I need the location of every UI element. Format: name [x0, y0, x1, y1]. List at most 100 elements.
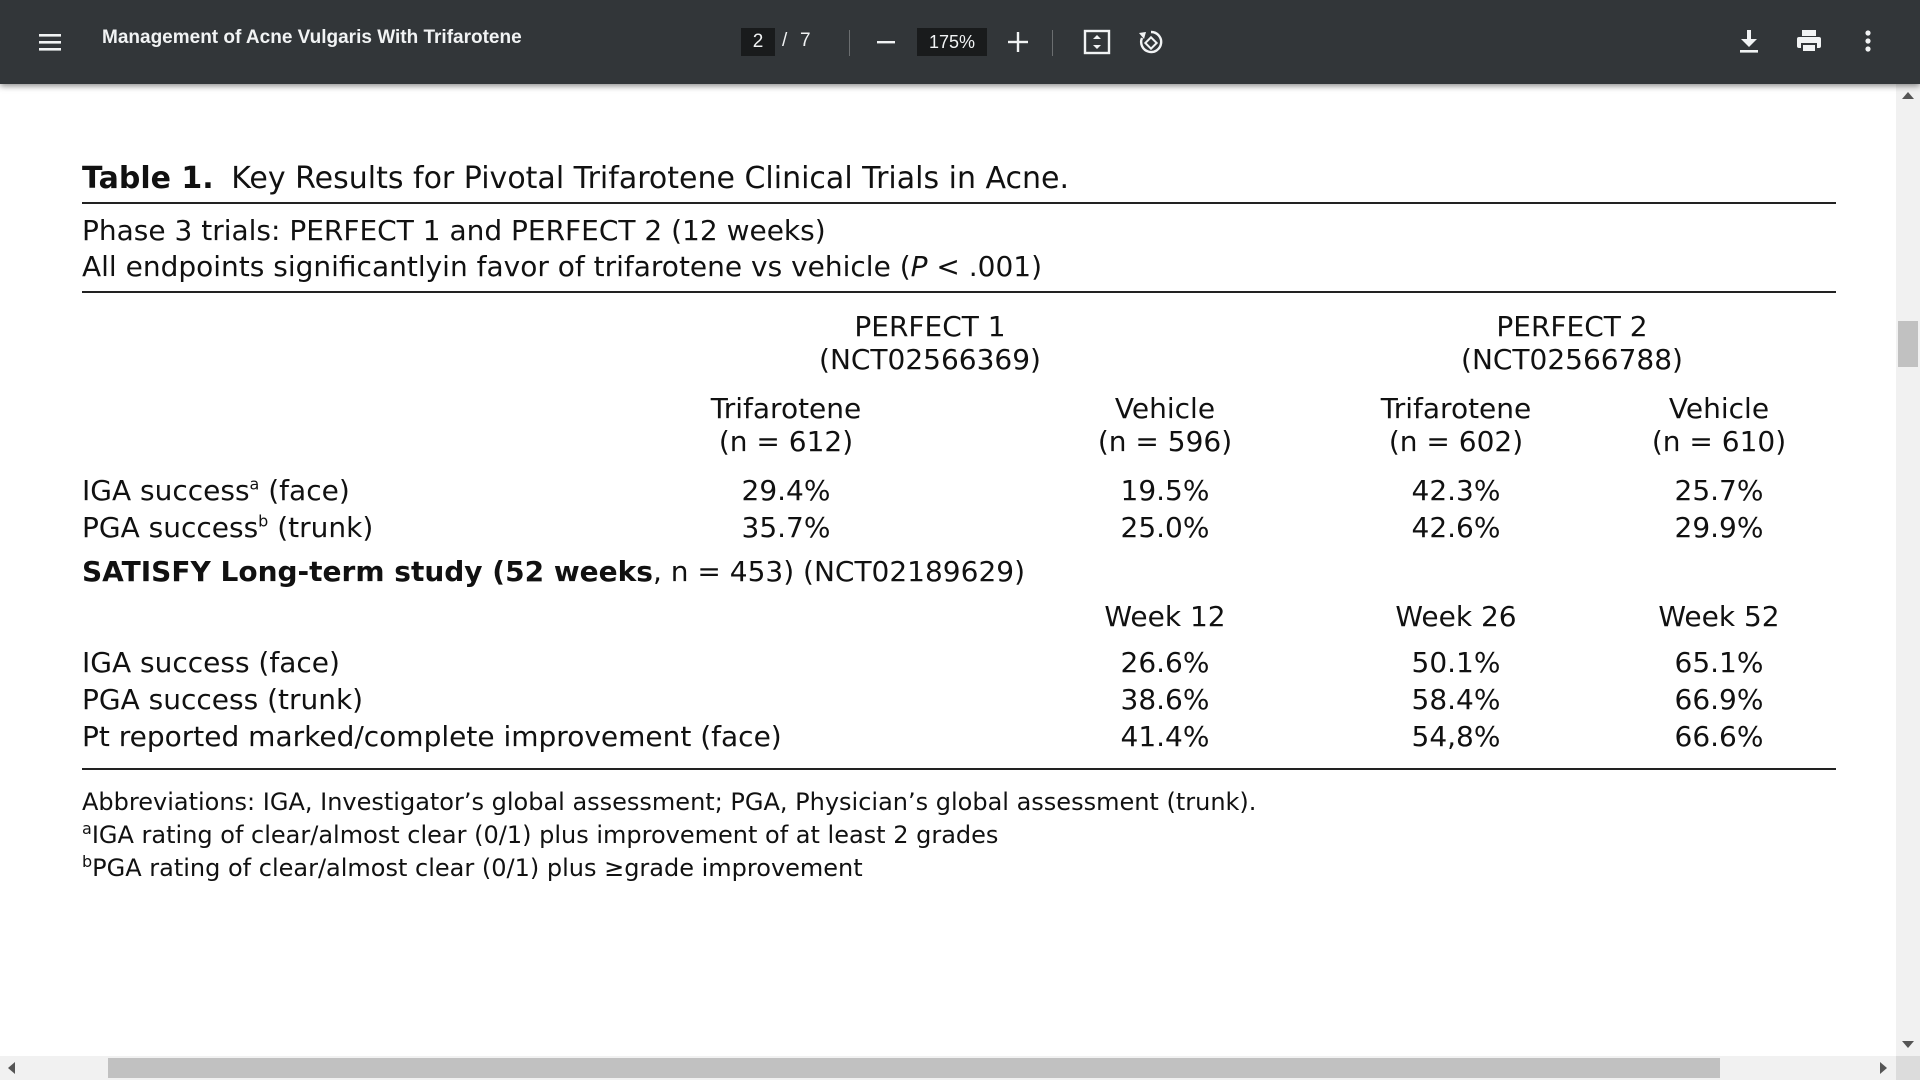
print-icon: [1797, 30, 1821, 53]
toolbar-divider: [849, 30, 850, 56]
arm-header: Trifarotene (n = 602): [1381, 392, 1532, 458]
table-cell: 66.6%: [1674, 720, 1764, 753]
zoom-in-button[interactable]: [1002, 26, 1034, 58]
arm-name: Vehicle: [1114, 392, 1216, 425]
abbreviations-note: Abbreviations: IGA, Investigator’s globa…: [82, 788, 1257, 816]
minus-icon: [877, 41, 895, 44]
arm-n: (n = 612): [718, 425, 854, 458]
week-header: Week 26: [1395, 600, 1517, 633]
scroll-right-icon[interactable]: [1880, 1062, 1887, 1074]
perfect2-id: (NCT02566788): [1461, 343, 1683, 376]
fit-page-icon: [1083, 29, 1111, 55]
table-cell: 66.9%: [1674, 683, 1764, 716]
table-cell: 42.6%: [1411, 511, 1501, 544]
phase-line-2-end: < .001): [927, 250, 1043, 283]
table-cell: 38.6%: [1120, 683, 1210, 716]
arm-header: Vehicle (n = 596): [1098, 392, 1232, 458]
zoom-input[interactable]: [917, 28, 987, 56]
table-title: Key Results for Pivotal Trifarotene Clin…: [231, 161, 1070, 196]
print-button[interactable]: [1792, 24, 1826, 58]
row-label-suffix: (face): [259, 474, 350, 507]
row-label: PGA success (trunk): [82, 683, 364, 716]
download-button[interactable]: [1733, 24, 1765, 58]
fit-page-button[interactable]: [1081, 26, 1113, 58]
page-total: 7: [800, 30, 811, 51]
page-number-input[interactable]: [741, 28, 775, 56]
table-rule: [82, 768, 1836, 770]
row-label: PGA successb (trunk): [82, 511, 373, 544]
table-rule: [82, 202, 1836, 204]
page-separator: /: [782, 30, 788, 51]
arm-name: Trifarotene: [710, 392, 862, 425]
rotate-icon: [1139, 30, 1163, 54]
table-cell: 35.7%: [741, 511, 831, 544]
perfect2-name: PERFECT 2: [1496, 310, 1648, 343]
footnote-mark: a: [82, 819, 92, 838]
scrollbar-corner: [1896, 1056, 1920, 1080]
table-cell: 29.9%: [1674, 511, 1764, 544]
table-cell: 54,8%: [1411, 720, 1501, 753]
week-header: Week 52: [1658, 600, 1780, 633]
more-options-button[interactable]: [1852, 24, 1884, 58]
phase-line-2-text: All endpoints significantlyin favor of t…: [82, 250, 911, 283]
document-title: Management of Acne Vulgaris With Trifaro…: [102, 27, 522, 48]
row-label-suffix: (trunk): [268, 511, 374, 544]
perfect2-header: PERFECT 2 (NCT02566788): [1461, 310, 1683, 376]
table-cell: 25.7%: [1674, 474, 1764, 507]
table-cell: 19.5%: [1120, 474, 1210, 507]
arm-n: (n = 596): [1097, 425, 1233, 458]
hamburger-menu-icon[interactable]: [26, 20, 74, 64]
row-label: IGA successa (face): [82, 474, 350, 507]
arm-n: (n = 602): [1388, 425, 1524, 458]
footnote-text: IGA rating of clear/almost clear (0/1) p…: [91, 821, 999, 849]
footnote-mark: b: [258, 511, 269, 531]
arm-header: Vehicle (n = 610): [1652, 392, 1786, 458]
table-cell: 29.4%: [741, 474, 831, 507]
footnote-b: bPGA rating of clear/almost clear (0/1) …: [82, 852, 863, 883]
rotate-button[interactable]: [1135, 26, 1167, 58]
scroll-down-icon[interactable]: [1902, 1041, 1914, 1048]
table-cell: 58.4%: [1411, 683, 1501, 716]
table-cell: 41.4%: [1120, 720, 1210, 753]
table-caption: Table 1. Key Results for Pivotal Trifaro…: [82, 161, 1069, 196]
download-icon: [1740, 30, 1758, 53]
row-label: Pt reported marked/complete improvement …: [82, 720, 782, 753]
satisfy-details: , n = 453) (NCT02189629): [652, 555, 1025, 588]
footnote-mark: a: [249, 474, 260, 494]
footnote-a: aIGA rating of clear/almost clear (0/1) …: [82, 819, 999, 850]
zoom-out-button[interactable]: [870, 26, 902, 58]
toolbar-divider: [1052, 30, 1053, 56]
arm-n: (n = 610): [1651, 425, 1787, 458]
row-label-text: PGA success: [82, 511, 259, 544]
vertical-scrollbar[interactable]: [1896, 84, 1920, 1056]
document-viewer[interactable]: Table 1. Key Results for Pivotal Trifaro…: [0, 84, 1896, 1056]
table-cell: 50.1%: [1411, 646, 1501, 679]
footnote-mark: b: [82, 852, 93, 871]
arm-name: Vehicle: [1668, 392, 1770, 425]
table-rule: [82, 291, 1836, 293]
satisfy-header: SATISFY Long-term study (52 weeks, n = 4…: [82, 555, 1025, 588]
plus-icon: [1008, 32, 1028, 52]
table-cell: 42.3%: [1411, 474, 1501, 507]
arm-header: Trifarotene (n = 612): [711, 392, 862, 458]
scroll-up-icon[interactable]: [1902, 92, 1914, 99]
satisfy-title: SATISFY Long-term study (52 weeks: [82, 555, 653, 588]
perfect1-header: PERFECT 1 (NCT02566369): [819, 310, 1041, 376]
more-options-icon: [1865, 30, 1871, 52]
scroll-left-icon[interactable]: [8, 1062, 15, 1074]
table-cell: 65.1%: [1674, 646, 1764, 679]
arm-name: Trifarotene: [1380, 392, 1532, 425]
row-label-text: IGA success: [82, 474, 250, 507]
row-label: IGA success (face): [82, 646, 340, 679]
table-cell: 26.6%: [1120, 646, 1210, 679]
table-cell: 25.0%: [1120, 511, 1210, 544]
p-italic: P: [910, 250, 928, 283]
footnote-text: PGA rating of clear/almost clear (0/1) p…: [92, 854, 863, 882]
pdf-toolbar: Management of Acne Vulgaris With Trifaro…: [0, 0, 1920, 84]
vertical-scrollbar-thumb[interactable]: [1898, 321, 1918, 367]
horizontal-scrollbar-thumb[interactable]: [108, 1058, 1720, 1078]
perfect1-name: PERFECT 1: [854, 310, 1006, 343]
phase-line-1: Phase 3 trials: PERFECT 1 and PERFECT 2 …: [82, 214, 826, 247]
perfect1-id: (NCT02566369): [819, 343, 1041, 376]
table-label: Table 1.: [82, 161, 214, 196]
